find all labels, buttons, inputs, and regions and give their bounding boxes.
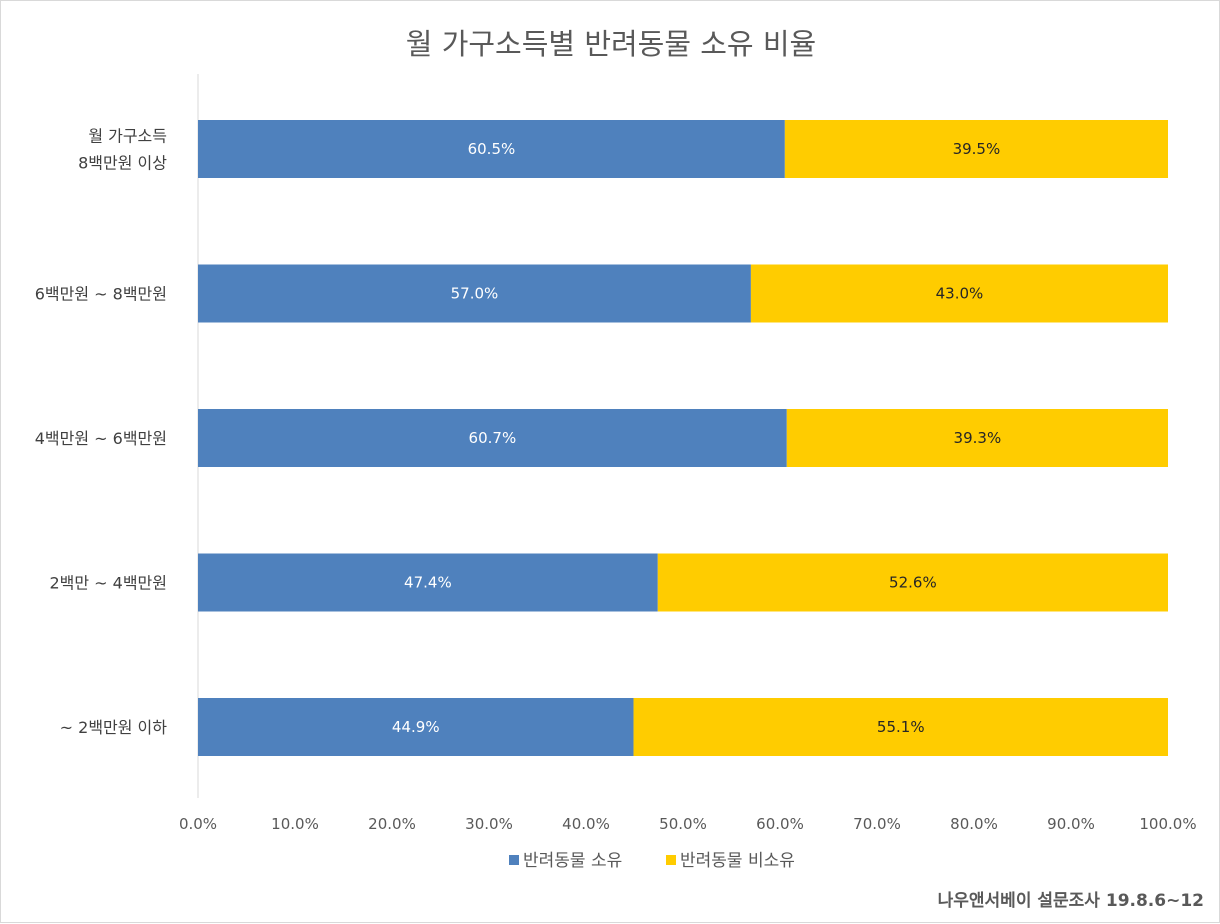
x-tick-label-2: 20.0%: [368, 815, 416, 833]
category-label-1-line-0: 6백만원 ~ 8백만원: [35, 285, 167, 304]
bars-group: 60.5% 39.5% 57.0% 43.0% 60.7% 39.3% 47.4% 52.6%…: [198, 120, 1168, 756]
source-note: 나우앤서베이 설문조사 19.8.6~12: [938, 891, 1204, 911]
bar-not-own-3: [657, 553, 1168, 612]
x-tick-label-7: 70.0%: [853, 815, 901, 833]
data-label-not-own-2: 39.3%: [954, 429, 1002, 447]
data-label-own-1: 57.0%: [451, 285, 499, 303]
data-label-not-own-0: 39.5%: [953, 140, 1001, 158]
legend: 반려동물 소유 반려동물 비소유: [509, 851, 795, 871]
data-label-own-2: 60.7%: [469, 429, 517, 447]
bar-own-3: [198, 553, 658, 612]
data-label-own-4: 44.9%: [392, 718, 440, 736]
x-tick-label-0: 0.0%: [179, 815, 217, 833]
x-tick-label-3: 30.0%: [465, 815, 513, 833]
x-tick-label-9: 90.0%: [1047, 815, 1095, 833]
x-tick-label-5: 50.0%: [659, 815, 707, 833]
category-label-2-line-0: 4백만원 ~ 6백만원: [35, 429, 167, 448]
x-tick-label-4: 40.0%: [562, 815, 610, 833]
data-label-not-own-3: 52.6%: [889, 574, 937, 592]
category-label-0-line-1: 8백만원 이상: [78, 154, 167, 173]
category-label-0-line-0: 월 가구소득: [88, 127, 167, 146]
data-label-own-3: 47.4%: [404, 574, 452, 592]
bar-own-1: [198, 264, 751, 323]
legend-swatch-own: [509, 855, 519, 865]
category-label-4-line-0: ~ 2백만원 이하: [60, 718, 168, 737]
legend-label-not-own: 반려동물 비소유: [680, 851, 795, 871]
x-tick-label-10: 100.0%: [1139, 815, 1196, 833]
bar-not-own-1: [750, 264, 1168, 323]
legend-label-own: 반려동물 소유: [523, 851, 622, 871]
category-label-3-line-0: 2백만 ~ 4백만원: [49, 574, 167, 593]
x-tick-label-1: 10.0%: [271, 815, 319, 833]
x-axis-ticks: 0.0% 10.0% 20.0% 30.0% 40.0% 50.0% 60.0% 70.0% 8…: [179, 815, 1197, 833]
x-tick-label-6: 60.0%: [756, 815, 804, 833]
data-label-not-own-4: 55.1%: [877, 718, 925, 736]
chart-title: 월 가구소득별 반려동물 소유 비율: [406, 27, 816, 61]
data-label-own-0: 60.5%: [468, 140, 516, 158]
bar-own-4: [198, 698, 634, 756]
legend-swatch-not-own: [666, 855, 676, 865]
data-label-not-own-1: 43.0%: [936, 285, 984, 303]
bar-own-2: [198, 409, 787, 467]
bar-own-0: [198, 120, 785, 178]
x-tick-label-8: 80.0%: [950, 815, 998, 833]
category-labels: 월 가구소득 8백만원 이상 6백만원 ~ 8백만원 4백만원 ~ 6백만원 2백만 ~…: [35, 127, 168, 738]
bar-not-own-2: [786, 409, 1168, 467]
bar-not-own-4: [633, 698, 1168, 756]
bar-not-own-0: [784, 120, 1168, 178]
